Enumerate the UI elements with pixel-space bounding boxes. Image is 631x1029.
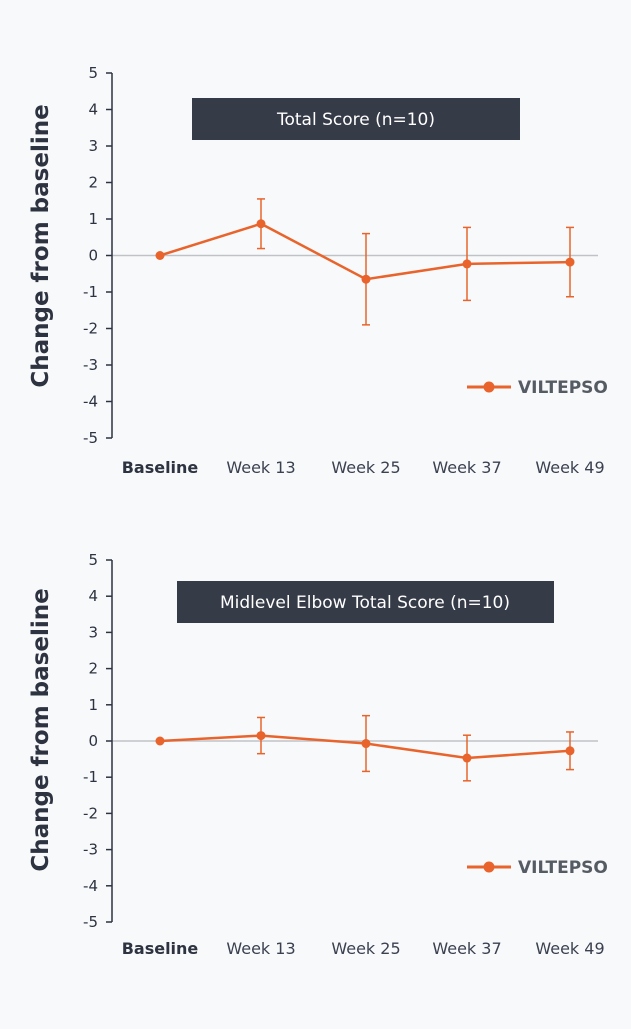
legend-label: VILTEPSO: [518, 858, 608, 878]
y-tick-label: -2: [83, 804, 98, 822]
legend-marker: [483, 381, 495, 393]
legend: VILTEPSO: [467, 378, 608, 398]
x-category-label: Week 25: [331, 939, 400, 958]
chart-title-box: Midlevel Elbow Total Score (n=10): [177, 581, 554, 623]
y-axis-label: Change from baseline: [28, 588, 54, 871]
x-category-label: Week 13: [226, 458, 295, 477]
y-tick-label: 3: [88, 623, 98, 641]
y-tick-label: 0: [88, 247, 98, 265]
y-tick-label: 3: [88, 137, 98, 155]
data-point: [155, 736, 165, 746]
chart-title: Midlevel Elbow Total Score (n=10): [220, 593, 510, 613]
y-tick-label: 1: [88, 210, 98, 228]
series-line: [159, 222, 571, 281]
x-category-label: Week 49: [535, 458, 604, 477]
y-tick-label: 4: [88, 101, 98, 119]
x-category-label: Baseline: [122, 939, 199, 958]
chart-title-background: [177, 581, 554, 623]
y-tick-label: 5: [88, 551, 98, 569]
y-tick-label: -5: [83, 913, 98, 931]
chart-total-score: Change from baseline Total Score (n=10) …: [28, 64, 608, 477]
y-tick-label: -5: [83, 429, 98, 447]
data-point: [361, 739, 371, 749]
data-point: [361, 274, 371, 284]
data-point: [462, 259, 472, 269]
x-category-label: Week 25: [331, 458, 400, 477]
chart-title-background: [192, 98, 520, 140]
chart-title: Total Score (n=10): [276, 110, 435, 130]
legend-marker: [483, 861, 495, 873]
chart-title-box: Total Score (n=10): [192, 98, 520, 140]
y-axis-label: Change from baseline: [28, 104, 54, 387]
y-tick-label: 0: [88, 732, 98, 750]
data-point: [565, 257, 575, 267]
y-tick-label: 4: [88, 587, 98, 605]
data-point: [565, 746, 575, 756]
y-tick-label: -4: [83, 877, 98, 895]
x-category-label: Baseline: [122, 458, 199, 477]
y-tick-label: 5: [88, 64, 98, 82]
y-tick-label: -1: [83, 283, 98, 301]
data-point: [155, 251, 165, 260]
data-point: [256, 731, 266, 741]
x-category-label: Week 37: [432, 458, 501, 477]
y-tick-label: -1: [83, 768, 98, 786]
x-category-label: Week 37: [432, 939, 501, 958]
y-tick-label: 2: [88, 174, 98, 192]
data-point: [462, 753, 472, 763]
y-tick-label: -3: [83, 356, 98, 374]
y-tick-label: 1: [88, 696, 98, 714]
legend-label: VILTEPSO: [518, 378, 608, 398]
legend: VILTEPSO: [467, 858, 608, 878]
y-tick-label: -3: [83, 841, 98, 859]
data-point: [256, 219, 266, 229]
y-tick-label: -2: [83, 320, 98, 338]
y-tick-label: 2: [88, 660, 98, 678]
y-tick-label: -4: [83, 393, 98, 411]
chart-midlevel-elbow: Change from baseline Midlevel Elbow Tota…: [28, 551, 608, 958]
x-category-label: Week 49: [535, 939, 604, 958]
x-category-label: Week 13: [226, 939, 295, 958]
